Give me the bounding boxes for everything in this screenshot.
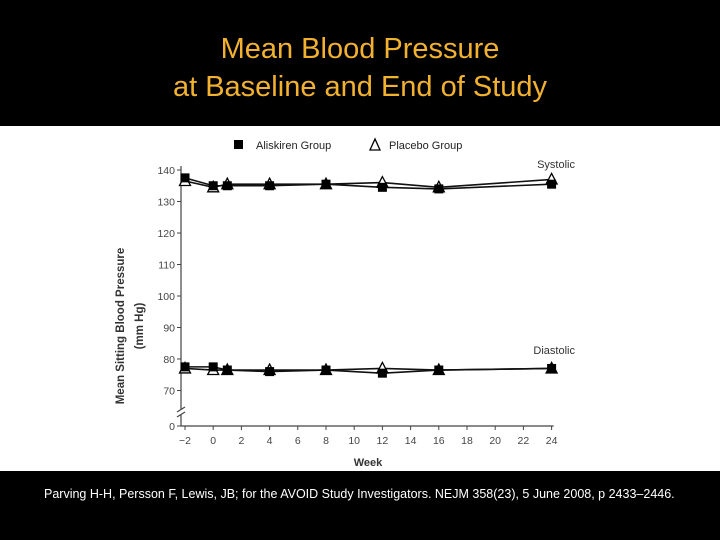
x-tick-label: 24 xyxy=(546,435,558,447)
data-point-aliskiren xyxy=(321,179,331,189)
x-tick-label: 0 xyxy=(210,435,216,447)
systolic-label: Systolic xyxy=(537,159,575,171)
x-axis-label: Week xyxy=(354,457,383,469)
data-point-aliskiren xyxy=(321,365,331,375)
citation: Parving H-H, Persson F, Lewis, JB; for t… xyxy=(44,487,675,501)
y-tick-label: 80 xyxy=(163,354,175,366)
x-tick-label: 18 xyxy=(461,435,473,447)
x-tick-label: 20 xyxy=(489,435,501,447)
y-tick-label: 110 xyxy=(158,260,175,272)
chart-plot-area xyxy=(178,172,559,378)
data-point-aliskiren xyxy=(265,367,275,377)
data-point-aliskiren xyxy=(265,181,275,191)
slide-title-line2: at Baseline and End of Study xyxy=(172,71,548,103)
y-axis-label-group: Mean Sitting Blood Pressure (mm Hg) xyxy=(115,248,146,405)
y-tick-label: 0 xyxy=(169,421,175,433)
legend-label-aliskiren: Aliskiren Group xyxy=(256,140,331,152)
y-axis-label: Mean Sitting Blood Pressure xyxy=(115,248,127,405)
data-point-aliskiren xyxy=(434,184,444,194)
y-tick-label: 90 xyxy=(163,323,175,335)
data-point-aliskiren xyxy=(377,368,387,378)
x-tick-label: −2 xyxy=(179,435,191,447)
data-point-aliskiren xyxy=(208,362,218,372)
x-tick-label: 8 xyxy=(323,435,329,447)
y-tick-label: 130 xyxy=(157,197,175,209)
x-tick-label: 10 xyxy=(348,435,360,447)
x-tick-label: 12 xyxy=(377,435,389,447)
figure-panel: 0 70 80 90 100 110 120 130 140 −2 0 2 4 6 8 10 12 14 16 18 2… xyxy=(0,126,720,471)
legend-marker-placebo xyxy=(368,137,382,151)
data-point-aliskiren xyxy=(547,363,557,373)
chart-axes xyxy=(176,166,554,427)
data-point-aliskiren xyxy=(377,182,387,192)
slide-title-line1: Mean Blood Pressure xyxy=(220,33,500,65)
y-tick-label: 120 xyxy=(157,228,175,240)
series-line-diastolic-placebo xyxy=(184,367,552,371)
data-point-aliskiren xyxy=(222,181,232,191)
legend-marker-aliskiren xyxy=(234,140,243,149)
diastolic-label: Diastolic xyxy=(533,345,575,357)
legend-label-placebo: Placebo Group xyxy=(389,140,462,152)
x-tick-label: 14 xyxy=(405,435,417,447)
data-point-aliskiren xyxy=(180,362,190,372)
data-point-aliskiren xyxy=(547,179,557,189)
y-tick-label: 140 xyxy=(157,165,175,177)
y-axis-break-mark xyxy=(176,411,186,418)
y-axis-label-unit: (mm Hg) xyxy=(134,303,146,350)
y-tick-label: 70 xyxy=(163,386,175,398)
data-point-aliskiren xyxy=(208,181,218,191)
data-point-aliskiren xyxy=(180,173,190,183)
x-tick-label: 6 xyxy=(295,435,301,447)
chart-legend: Aliskiren Group Placebo Group xyxy=(234,137,462,152)
slide-title: Mean Blood Pressure at Baseline and End … xyxy=(0,30,720,106)
x-tick-label: 2 xyxy=(238,435,244,447)
data-point-aliskiren xyxy=(222,365,232,375)
y-axis-break-mark xyxy=(176,406,186,413)
x-tick-label: 4 xyxy=(267,435,273,447)
x-tick-label: 22 xyxy=(518,435,530,447)
x-tick-label: 16 xyxy=(433,435,445,447)
data-point-aliskiren xyxy=(434,365,444,375)
y-tick-label: 100 xyxy=(157,291,175,303)
